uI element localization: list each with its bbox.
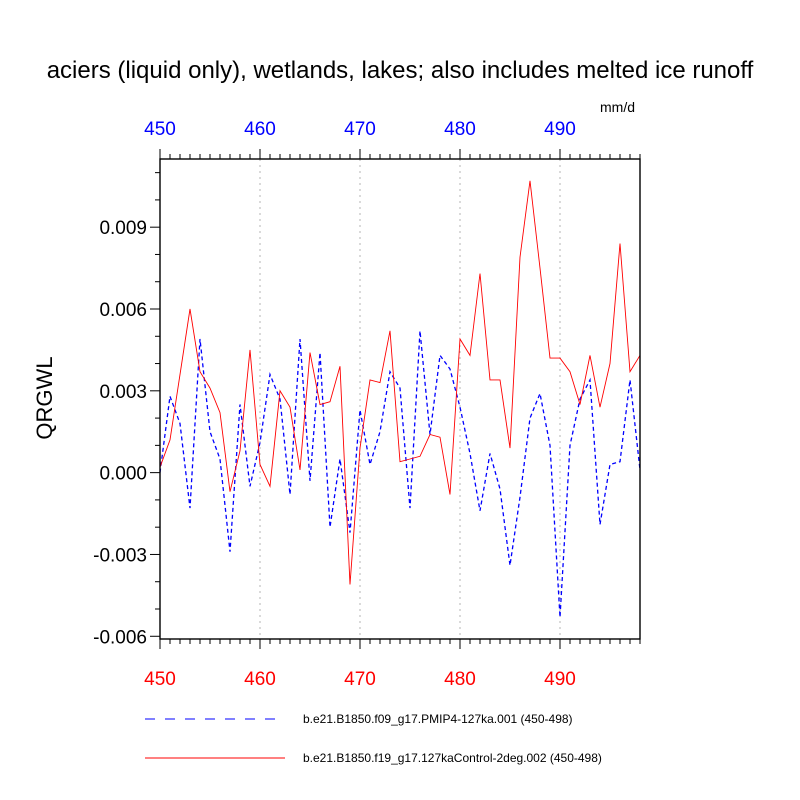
y-tick-label: 0.000 [99, 464, 147, 485]
series-line-control [159, 180, 641, 585]
x-tick-label: 490 [544, 669, 576, 690]
x-top-tick-label: 480 [444, 119, 476, 140]
y-tick-label: -0.006 [93, 627, 147, 648]
x-top-tick-label: 450 [144, 119, 176, 140]
x-tick-label: 470 [344, 669, 376, 690]
x-top-tick-label: 470 [344, 119, 376, 140]
x-tick-label: 460 [244, 669, 276, 690]
legend: b.e21.B1850.f09_g17.PMIP4-127ka.001 (450… [145, 712, 602, 765]
y-tick-label: -0.003 [93, 545, 147, 566]
y-tick-label: 0.006 [99, 300, 147, 321]
series-line-pmip [159, 330, 641, 618]
axis-ticks [150, 149, 641, 649]
legend-label-pmip: b.e21.B1850.f09_g17.PMIP4-127ka.001 (450… [303, 712, 573, 726]
plot-series [159, 180, 641, 618]
plot-frame [159, 158, 641, 640]
y-tick-label: 0.009 [99, 218, 147, 239]
x-top-tick-label: 490 [544, 119, 576, 140]
units-label: mm/d [600, 99, 635, 115]
x-tick-label: 450 [144, 669, 176, 690]
chart-title: aciers (liquid only), wetlands, lakes; a… [47, 57, 754, 84]
legend-label-control: b.e21.B1850.f19_g17.127kaControl-2deg.00… [303, 751, 602, 765]
x-tick-label: 480 [444, 669, 476, 690]
y-axis-label: QRGWL [32, 356, 57, 439]
x-top-tick-label: 460 [244, 119, 276, 140]
grid-lines [259, 159, 561, 639]
tick-labels: 450 450 460 460 470 470 480 480 490 490 -0.006 -0.0… [93, 119, 576, 690]
y-tick-label: 0.003 [99, 382, 147, 403]
